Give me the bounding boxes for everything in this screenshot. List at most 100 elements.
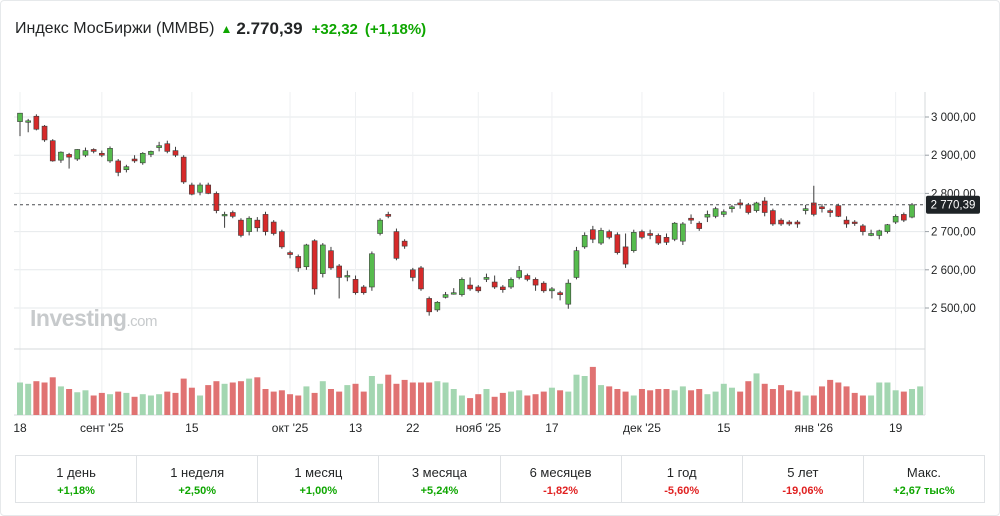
current-price-tag bbox=[926, 195, 980, 214]
candle-body bbox=[892, 216, 899, 223]
volume-bar bbox=[843, 386, 850, 415]
x-tick-label: окт '25 bbox=[272, 421, 309, 435]
period-cell[interactable]: 5 лет -19,06% bbox=[743, 456, 864, 502]
candle-body bbox=[336, 265, 342, 278]
x-tick-label: дек '25 bbox=[623, 421, 661, 435]
candle-body bbox=[802, 208, 809, 211]
candle-body bbox=[295, 256, 302, 269]
candle-body bbox=[270, 221, 277, 234]
candle-body bbox=[66, 154, 72, 158]
x-tick-label: янв '26 bbox=[795, 421, 834, 435]
volume-bar bbox=[671, 390, 678, 415]
x-tick-label: нояб '25 bbox=[455, 421, 501, 435]
period-cell[interactable]: 1 неделя +2,50% bbox=[137, 456, 259, 502]
candle-body bbox=[770, 210, 776, 225]
candle-body bbox=[148, 151, 154, 155]
price-change: +32,32 bbox=[311, 20, 358, 38]
volume-bar bbox=[82, 390, 89, 415]
candle-body bbox=[450, 292, 457, 295]
period-cell[interactable]: 6 месяцев -1,82% bbox=[501, 456, 622, 502]
volume-bar bbox=[74, 392, 81, 415]
period-label: 1 день bbox=[56, 465, 96, 480]
candle-body bbox=[794, 221, 801, 225]
volume-bar bbox=[197, 395, 204, 415]
candle-body bbox=[655, 235, 662, 244]
volume-bar bbox=[385, 374, 392, 415]
candle-body bbox=[328, 250, 334, 269]
candle-body bbox=[172, 150, 179, 156]
period-label: 3 месяца bbox=[411, 465, 468, 480]
last-price: 2.770,39 bbox=[236, 19, 303, 38]
candle-body bbox=[761, 200, 768, 213]
volume-bar bbox=[467, 398, 474, 415]
candle-body bbox=[393, 231, 400, 259]
volume-bar bbox=[49, 377, 56, 415]
volume-bar bbox=[761, 383, 768, 415]
y-tick-label: 3 000,00 bbox=[931, 112, 976, 124]
candle-body bbox=[508, 279, 514, 288]
candle-body bbox=[25, 120, 31, 123]
volume-bar bbox=[917, 386, 924, 415]
volume-bar bbox=[516, 390, 523, 415]
volume-bar bbox=[237, 381, 244, 415]
candle-body bbox=[33, 115, 40, 130]
candle-body bbox=[426, 298, 432, 313]
quote-header: Индекс МосБиржи (MMBБ) ▲ 2.770,39 +32,32… bbox=[15, 17, 426, 41]
candle-body bbox=[557, 292, 563, 295]
candle-body bbox=[639, 231, 645, 238]
candle-body bbox=[753, 202, 760, 211]
volume-bar bbox=[630, 395, 637, 415]
volume-bar bbox=[450, 389, 457, 415]
period-cell[interactable]: 1 месяц +1,00% bbox=[258, 456, 380, 502]
candle-body bbox=[876, 230, 883, 236]
period-cell[interactable]: 3 месяца +5,24% bbox=[379, 456, 501, 502]
candle-body bbox=[860, 225, 866, 232]
period-label: 6 месяцев bbox=[529, 465, 592, 480]
volume-bar bbox=[606, 386, 613, 415]
volume-bar bbox=[25, 383, 32, 415]
period-change-value: +2,50% bbox=[178, 485, 216, 497]
volume-bar bbox=[221, 383, 228, 415]
period-cell[interactable]: Макс. +2,67 тыс% bbox=[864, 456, 984, 502]
candle-body bbox=[909, 204, 915, 218]
candle-body bbox=[401, 240, 408, 247]
candle-body bbox=[262, 214, 269, 232]
candle-body bbox=[82, 150, 89, 156]
candle-body bbox=[17, 112, 23, 122]
volume-bar bbox=[352, 383, 359, 415]
logo-suffix: .com bbox=[126, 313, 157, 330]
volume-bar bbox=[188, 387, 195, 415]
period-cell[interactable]: 1 год -5,60% bbox=[622, 456, 743, 502]
x-tick-label: 13 bbox=[349, 421, 363, 435]
candle-body bbox=[622, 246, 629, 265]
volume-bar bbox=[589, 366, 596, 415]
volume-bar bbox=[851, 392, 858, 415]
y-tick-label: 2 600,00 bbox=[931, 265, 976, 277]
volume-bar bbox=[41, 382, 48, 415]
volume-bar bbox=[205, 385, 212, 415]
candle-body bbox=[319, 244, 326, 274]
candle-body bbox=[467, 284, 473, 290]
volume-bar bbox=[532, 394, 539, 415]
volume-bar bbox=[786, 390, 793, 415]
volume-bar bbox=[213, 381, 220, 415]
candle-body bbox=[835, 205, 842, 217]
volume-bar bbox=[66, 389, 73, 415]
period-cell[interactable]: 1 день +1,18% bbox=[16, 456, 138, 502]
volume-bar bbox=[327, 389, 334, 415]
candle-body bbox=[729, 206, 735, 209]
period-change-value: +2,67 тыс% bbox=[893, 485, 955, 497]
volume-bar bbox=[254, 377, 261, 415]
volume-bar bbox=[475, 394, 482, 415]
candle-body bbox=[827, 210, 833, 213]
candle-body bbox=[90, 149, 97, 152]
volume-bar bbox=[131, 396, 138, 415]
candle-body bbox=[74, 149, 81, 160]
volume-bar bbox=[622, 391, 629, 415]
candle-body bbox=[630, 232, 637, 251]
candle-body bbox=[279, 231, 285, 248]
volume-bar bbox=[663, 389, 670, 415]
candle-body bbox=[131, 158, 138, 162]
volume-bar bbox=[278, 390, 285, 415]
